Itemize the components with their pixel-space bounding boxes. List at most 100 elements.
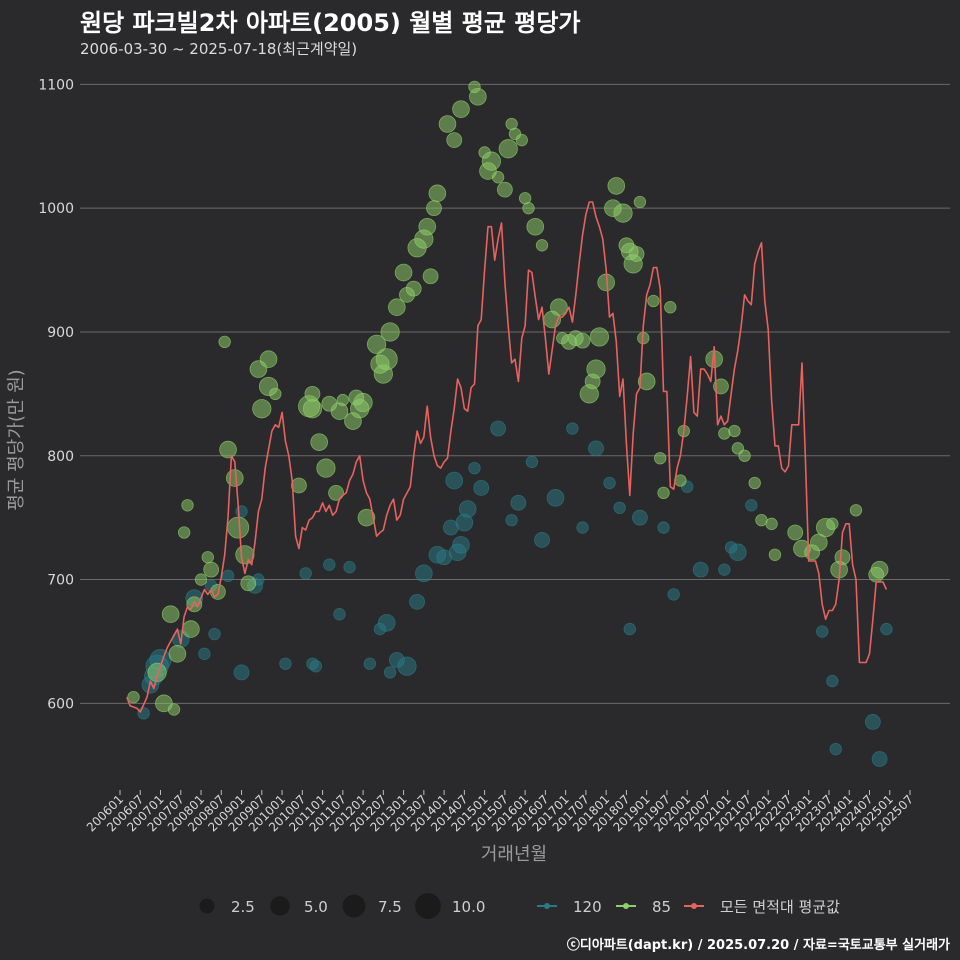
legend-size-label: 10.0 — [452, 898, 485, 916]
bubble-120 — [623, 622, 636, 636]
bubble-120 — [445, 471, 464, 490]
page-title: 원당 파크빌2차 아파트(2005) 월별 평균 평당가 — [80, 9, 581, 37]
bubble-85 — [574, 332, 591, 349]
y-tick-label: 700 — [47, 573, 74, 589]
bubble-85 — [218, 335, 231, 349]
bubble-85 — [515, 133, 528, 147]
bubble-85 — [550, 298, 568, 317]
bubble-120 — [415, 564, 433, 583]
y-tick-label: 1000 — [38, 201, 74, 217]
legend: 2.5 5.0 7.5 10.0 120 85 모든 면적대 평균값 — [199, 893, 840, 919]
y-tick-label: 600 — [47, 696, 74, 712]
bubble-85 — [375, 348, 398, 371]
bubble-120 — [452, 536, 470, 554]
bubble-120 — [829, 742, 842, 756]
bubble-120 — [490, 420, 507, 437]
bubble-120 — [613, 501, 626, 514]
bubble-120 — [603, 476, 616, 490]
bubble-85 — [469, 87, 487, 106]
bubble-85 — [388, 298, 406, 317]
bubble-85 — [628, 246, 645, 262]
bubble-85 — [336, 393, 349, 407]
bubble-85 — [252, 399, 272, 419]
bubble-85 — [491, 171, 505, 184]
bubble-85 — [589, 327, 610, 347]
bubble-120 — [323, 558, 336, 571]
bubble-120 — [309, 660, 322, 673]
bubble-120 — [468, 461, 481, 475]
bubble-120 — [233, 664, 250, 681]
bubble-85 — [155, 694, 173, 713]
bubble-120 — [576, 521, 589, 534]
bubble-85 — [826, 517, 839, 531]
bubble-120 — [505, 513, 518, 527]
bubble-85 — [182, 620, 200, 638]
bubble-120 — [816, 625, 829, 638]
bubble-85 — [654, 452, 667, 465]
bubble-120 — [343, 561, 356, 574]
bubble-85 — [633, 195, 647, 209]
legend-size-symbol — [415, 893, 441, 919]
bubble-85 — [446, 132, 463, 148]
bubble-85 — [167, 703, 181, 716]
bubble-85 — [328, 485, 344, 501]
bubble-120 — [745, 499, 758, 512]
bubble-85 — [181, 499, 194, 512]
bubble-120 — [510, 494, 527, 511]
y-tick-label: 800 — [47, 449, 74, 465]
bubble-85 — [768, 548, 782, 561]
bubble-120 — [826, 674, 839, 688]
legend-series-dot — [623, 903, 629, 909]
bubble-85 — [186, 596, 203, 613]
bubble-120 — [534, 532, 550, 548]
legend-series-label: 120 — [573, 898, 602, 916]
bubble-85 — [227, 516, 250, 539]
bubble-85 — [161, 605, 180, 624]
bubble-120 — [546, 489, 565, 507]
bubble-85 — [366, 334, 387, 354]
bubble-120 — [864, 714, 881, 730]
average-line-layer — [126, 201, 888, 713]
bubble-120 — [729, 543, 747, 562]
bubble-85 — [240, 575, 257, 592]
bubble-85 — [201, 551, 214, 564]
y-tick-label: 900 — [47, 325, 74, 341]
bubble-120 — [632, 509, 648, 526]
bubble-85 — [194, 573, 208, 586]
bubble-85 — [147, 662, 167, 682]
bubble-layer — [127, 80, 893, 767]
bubble-85 — [870, 560, 889, 579]
bubble-85 — [535, 239, 549, 252]
bubble-85 — [637, 372, 656, 391]
bubble-85 — [748, 476, 761, 490]
bubble-85 — [613, 203, 633, 223]
bubble-85 — [834, 549, 851, 566]
bubble-85 — [405, 280, 422, 297]
bubble-120 — [397, 656, 417, 676]
bubble-85 — [302, 399, 323, 419]
bubble-120 — [458, 500, 477, 518]
bubble-120 — [409, 593, 425, 610]
bubble-85 — [522, 202, 535, 215]
bubble-120 — [880, 622, 893, 636]
bubble-85 — [657, 486, 670, 500]
bubble-85 — [259, 350, 278, 369]
bubble-85 — [496, 181, 513, 198]
bubble-85 — [713, 378, 729, 395]
bubble-120 — [588, 440, 604, 457]
bubble-120 — [363, 657, 376, 670]
bubble-120 — [137, 707, 150, 720]
bubble-85 — [728, 424, 741, 438]
bubble-85 — [168, 645, 187, 663]
bubble-85 — [177, 526, 191, 539]
bubble-85 — [526, 217, 545, 236]
bubble-120 — [566, 422, 579, 435]
y-axis: 600 700 800 900 1000 1100 — [38, 77, 74, 712]
bubble-85 — [304, 385, 321, 402]
bubble-85 — [647, 294, 660, 308]
bubble-85 — [394, 263, 413, 282]
bubble-85 — [203, 561, 220, 578]
bubble-85 — [426, 200, 442, 217]
bubble-120 — [525, 455, 539, 469]
